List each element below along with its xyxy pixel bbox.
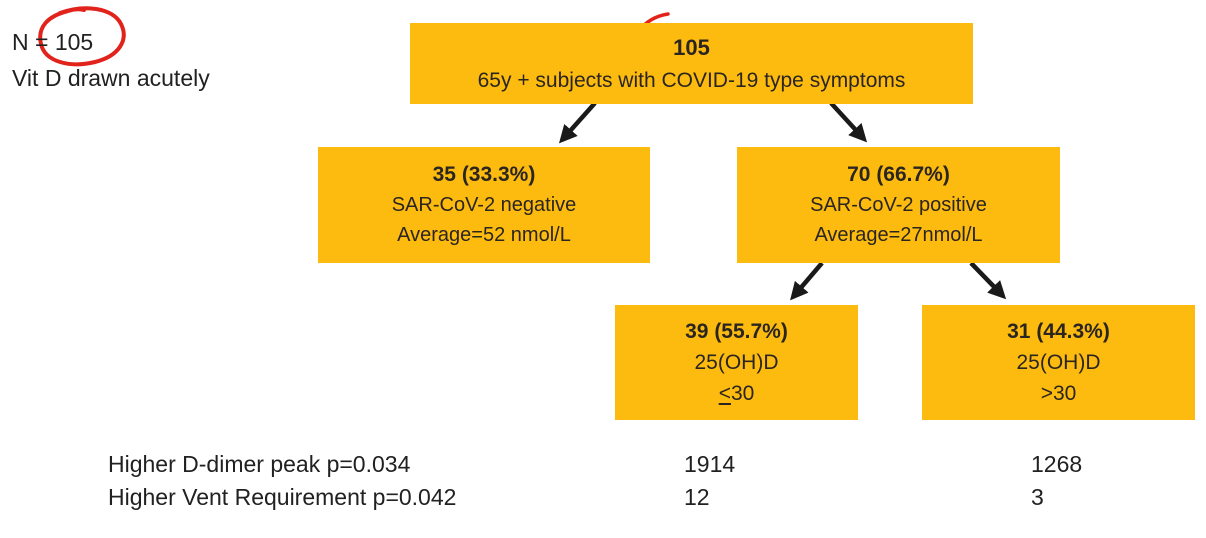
node-sars-negative-result: SAR-CoV-2 negative (391, 194, 577, 216)
node-vitd-low-threshold: <30 (719, 378, 755, 409)
node-sars-positive-count: 70 (66.7%) (847, 163, 950, 186)
leq-symbol: < (718, 382, 731, 405)
side-note-line-n: N = 105 (12, 29, 94, 55)
node-vitd-high-threshold: >30 (1041, 378, 1077, 409)
stat-ddimer-high: 1268 (1031, 451, 1083, 477)
node-sars-positive: 70 (66.7%) SAR-CoV-2 positive Average=27… (737, 147, 1060, 263)
node-sars-positive-result: SAR-CoV-2 positive (810, 194, 987, 216)
stats-column-vitd-low: 1914 12 (684, 448, 735, 514)
gt-symbol: > (1040, 382, 1053, 405)
node-sars-positive-average: Average=27nmol/L (814, 224, 983, 246)
node-vitd-low-label: 25(OH)D (694, 351, 779, 374)
stat-vent-high: 3 (1031, 484, 1044, 510)
arrow-root-to-negative (559, 101, 597, 144)
side-note: N = 105 Vit D drawn acutely (12, 24, 210, 96)
stats-column-vitd-high: 1268 3 (1031, 448, 1082, 514)
node-root-label: 65y + subjects with COVID-19 type sympto… (477, 68, 906, 92)
stats-labels: Higher D-dimer peak p=0.034 Higher Vent … (108, 448, 456, 514)
node-sars-negative-count: 35 (33.3%) (432, 163, 536, 186)
node-vitd-low: 39 (55.7%) 25(OH)D <30 (615, 305, 858, 420)
node-root: 105 65y + subjects with COVID-19 type sy… (410, 23, 973, 104)
side-note-line-vitd: Vit D drawn acutely (12, 65, 210, 91)
node-sars-negative: 35 (33.3%) SAR-CoV-2 negative Average=52… (318, 147, 650, 263)
node-vitd-high: 31 (44.3%) 25(OH)D >30 (922, 305, 1195, 420)
node-vitd-high-label: 25(OH)D (1016, 351, 1101, 374)
node-vitd-low-count: 39 (55.7%) (685, 320, 788, 343)
node-vitd-high-count: 31 (44.3%) (1007, 320, 1110, 343)
stat-label-vent: Higher Vent Requirement p=0.042 (108, 484, 457, 510)
arrow-positive-to-high (969, 261, 1007, 300)
arrow-root-to-positive (829, 101, 868, 143)
threshold-number: 30 (730, 382, 755, 405)
stat-label-ddimer: Higher D-dimer peak p=0.034 (108, 451, 411, 477)
threshold-number: 30 (1052, 382, 1077, 405)
node-root-count: 105 (673, 34, 710, 60)
stat-ddimer-low: 1914 (684, 451, 736, 477)
arrow-positive-to-low (790, 261, 824, 301)
node-sars-negative-average: Average=52 nmol/L (397, 224, 571, 246)
stat-vent-low: 12 (684, 484, 710, 510)
